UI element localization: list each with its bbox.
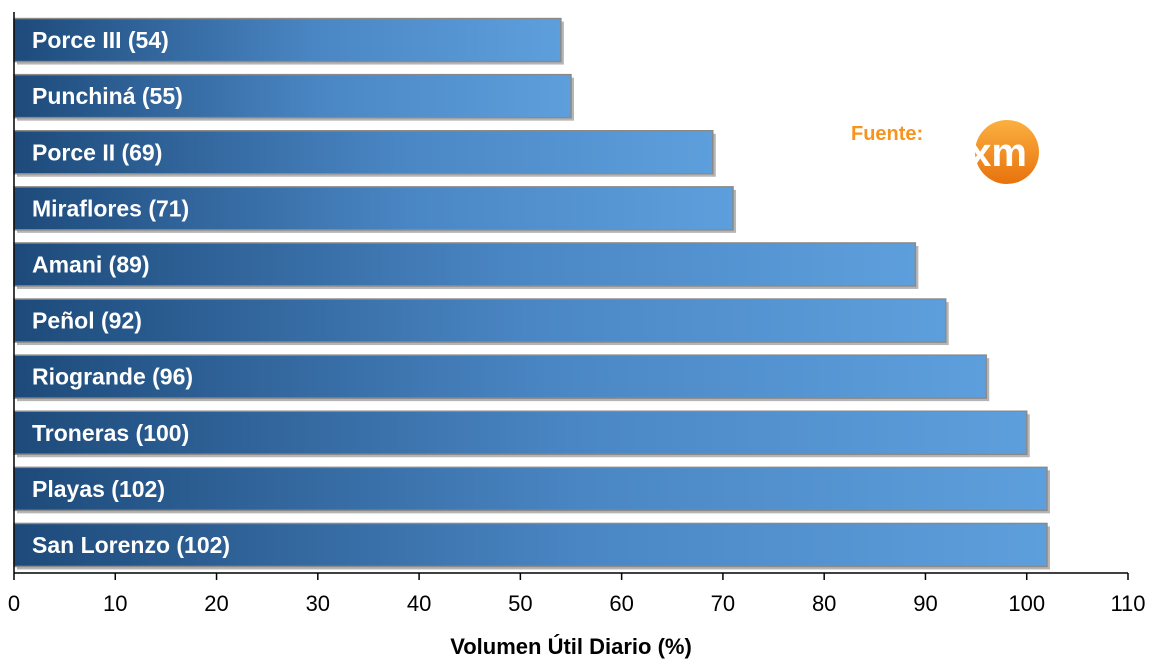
x-tick-label: 110 [1110,591,1145,616]
x-tick-label: 60 [609,591,633,616]
bar [13,130,714,175]
bar-category-label: Miraflores (71) [32,195,189,221]
bar-category-label: Troneras (100) [32,420,189,446]
xm-logo-circle [975,120,1039,184]
bar-category-label: Amani (89) [32,251,150,277]
bar-category-label: Porce II (69) [32,139,162,165]
x-tick-label: 70 [711,591,735,616]
x-tick-label: 100 [1008,591,1045,616]
x-axis-title: Volumen Útil Diario (%) [450,634,692,659]
x-tick-label: 80 [812,591,836,616]
x-tick-label: 90 [913,591,937,616]
x-tick-label: 50 [508,591,532,616]
source-label: Fuente: [851,123,923,145]
bar [13,466,1048,512]
bar [13,522,1048,568]
x-tick-label: 40 [407,591,431,616]
bar-labels-group: Porce III (54) Punchiná (55) Porce II (69)… [32,27,230,558]
bar-category-label: Peñol (92) [32,308,142,334]
x-tick-label: 20 [204,591,228,616]
x-ticks-group: 0 10 20 30 40 50 60 70 80 90 100 110 [8,573,1146,616]
x-tick-label: 30 [306,591,330,616]
bar-category-label: Punchiná (55) [32,83,183,109]
source-credit: Fuente: xm [851,120,1039,184]
bar [13,17,562,63]
bar [13,354,987,399]
bar [13,242,917,287]
xm-logo: xm [969,120,1039,184]
bar [13,298,947,343]
bar-category-label: San Lorenzo (102) [32,532,230,558]
bar-category-label: Playas (102) [32,476,165,502]
xm-logo-text: xm [969,131,1027,175]
x-tick-label: 10 [103,591,127,616]
x-tick-label: 0 [8,591,20,616]
bar-category-label: Riogrande (96) [32,364,193,390]
bar-category-label: Porce III (54) [32,27,169,53]
bar [13,186,734,231]
bars-group [13,17,1050,570]
